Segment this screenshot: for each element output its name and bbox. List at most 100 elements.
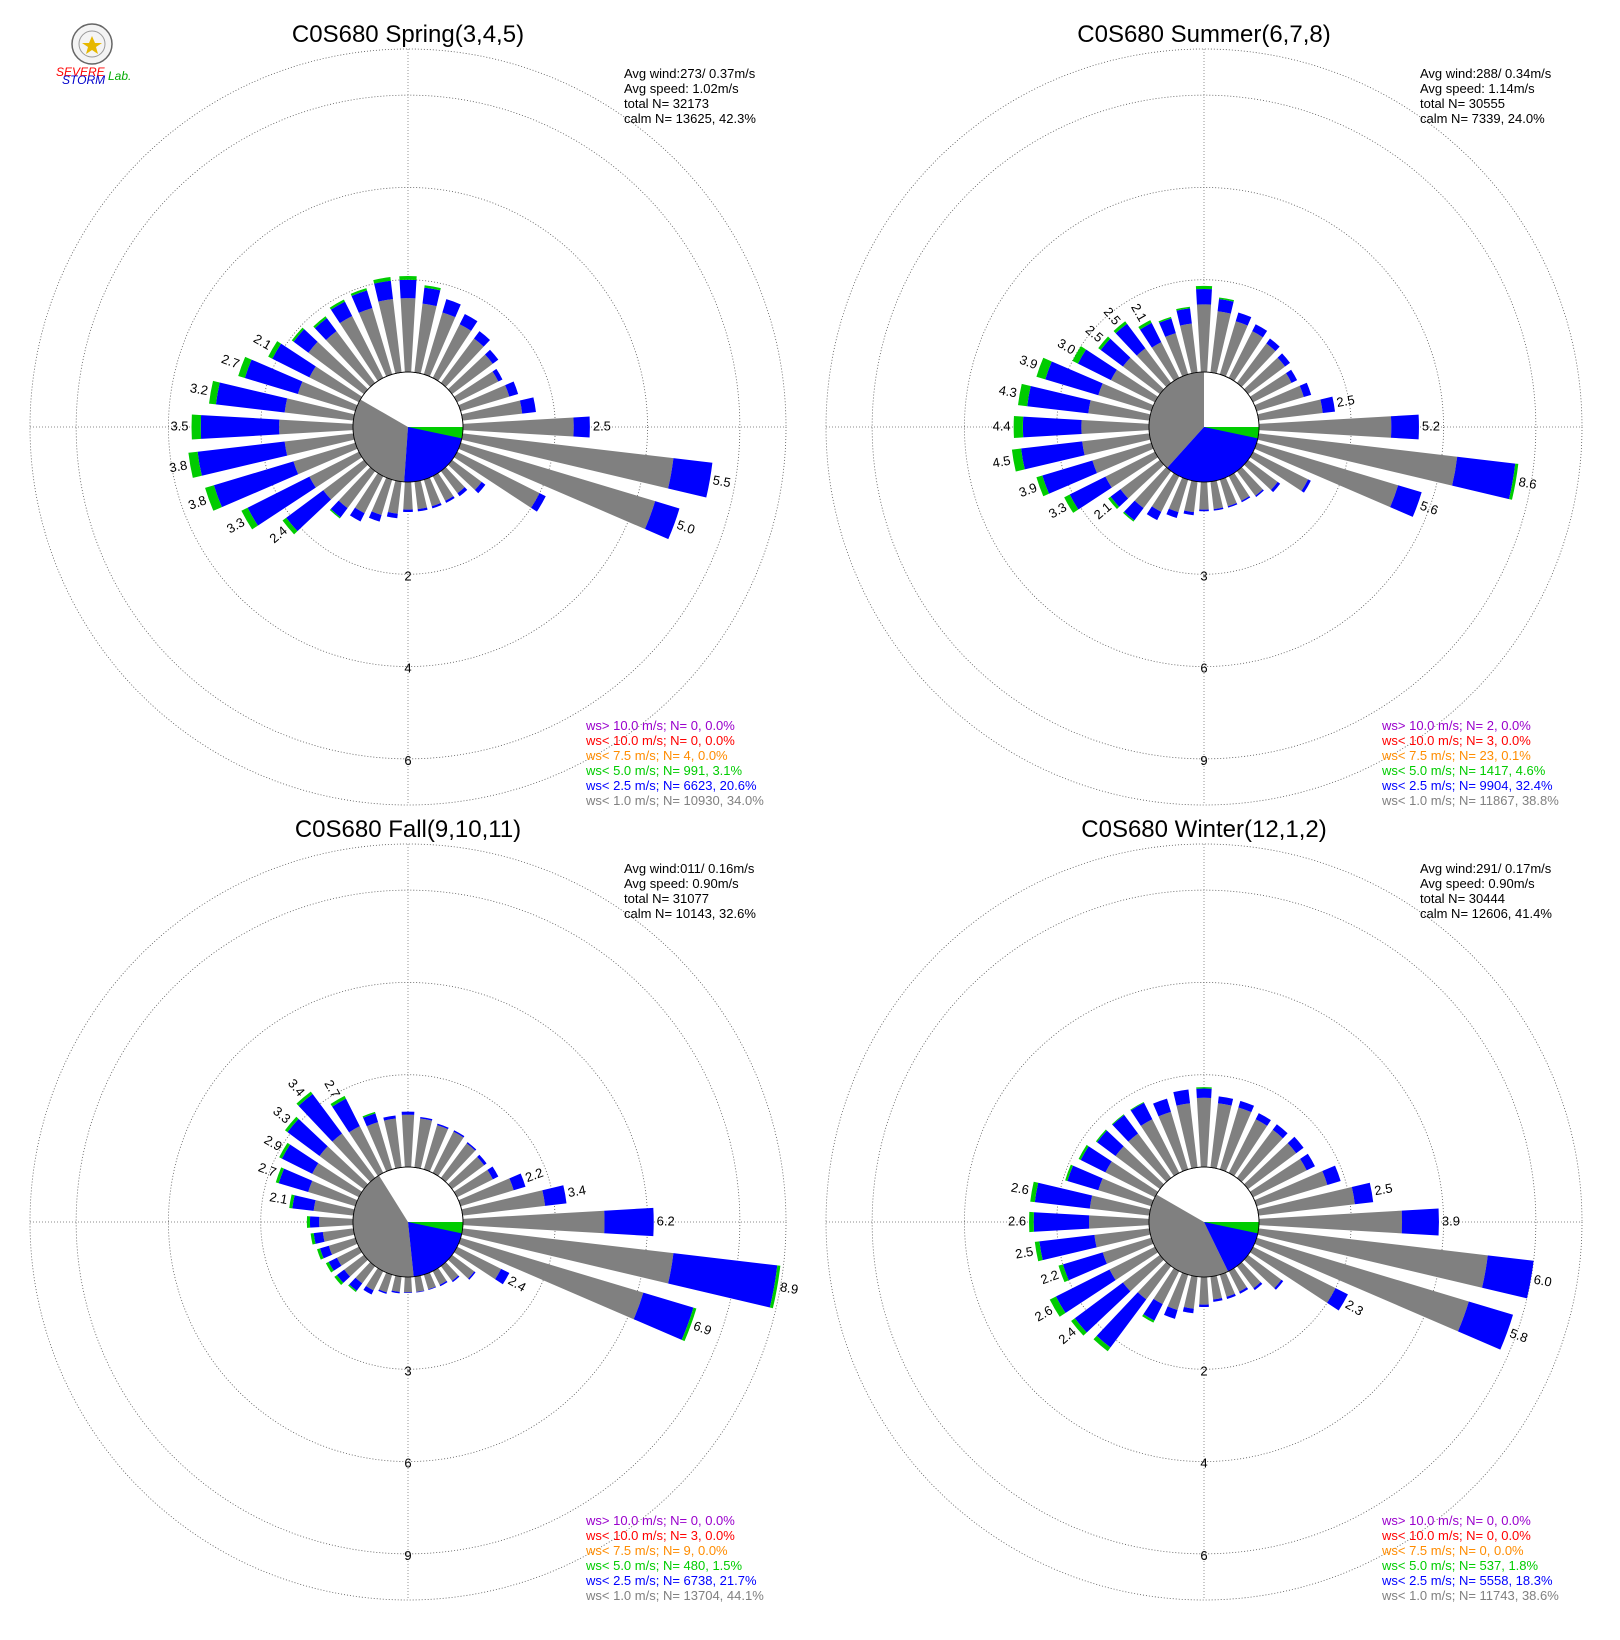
bar-segment-lt2-5 [1062, 1252, 1107, 1281]
bar-segment-lt2-5 [437, 1123, 449, 1130]
logo: SEVERE STORM Lab. [56, 23, 131, 87]
bar-segment-lt1 [1081, 419, 1150, 435]
bar-130 [448, 1254, 476, 1280]
bar-segment-lt1 [338, 467, 376, 509]
bar-label: 2.1 [268, 1189, 288, 1207]
bar-150 [1228, 1267, 1249, 1294]
stat-line: Avg speed: 1.02m/s [624, 81, 739, 96]
bar-300 [1078, 1144, 1159, 1198]
bar-segment-lt2-5 [1235, 312, 1252, 326]
ring-label: 4 [1200, 1456, 1207, 1471]
bar-segment-lt1 [1219, 1107, 1252, 1172]
bar-segment-lt1 [403, 1276, 413, 1293]
bar-segment-lt2-5 [309, 1216, 320, 1228]
legend-entry: ws> 10.0 m/s; N= 2, 0.0% [1381, 718, 1531, 733]
bar-110 [458, 442, 680, 540]
bar-segment-lt2-5 [633, 1292, 694, 1340]
bar-210 [1146, 472, 1180, 521]
bar-segment-lt1 [279, 419, 354, 435]
bar-20 [1219, 312, 1252, 377]
bar-segment-lt2-5 [505, 381, 519, 397]
bar-segment-lt2-5 [368, 511, 382, 522]
bar-180 [403, 481, 413, 512]
calm-sector-green [1204, 1222, 1259, 1234]
bar-segment-lt1 [458, 442, 656, 530]
bar-segment-lt5 [681, 1307, 697, 1342]
bar-segment-lt2-5 [399, 279, 417, 299]
bar-segment-lt2-5 [213, 461, 299, 508]
bar-40 [440, 331, 491, 387]
bar-segment-lt5 [284, 1116, 299, 1133]
calm-sector-green [408, 427, 463, 439]
bar-160 [423, 477, 442, 509]
stat-line: Avg wind:273/ 0.37m/s [624, 66, 756, 81]
bar-290 [1065, 1164, 1154, 1207]
ring-label: 6 [1200, 1548, 1207, 1563]
bar-segment-lt5 [330, 1095, 346, 1107]
bar-segment-lt2-5 [604, 1207, 654, 1237]
bar-80 [461, 397, 536, 421]
bar-segment-lt5 [191, 414, 202, 440]
bar-300 [279, 1142, 363, 1198]
grid-ring [871, 94, 1537, 760]
bar-segment-lt2-5 [495, 1268, 510, 1285]
bar-segment-lt2-5 [330, 500, 348, 518]
bar-segment-lt2-5 [1097, 1130, 1124, 1157]
bar-270 [1013, 416, 1150, 438]
bar-340 [1153, 1098, 1189, 1172]
bar-210 [363, 1267, 384, 1295]
ring-label: 2 [404, 568, 411, 583]
bar-150 [1228, 472, 1251, 503]
bar-segment-lt2-5 [1272, 1124, 1288, 1139]
bar-150 [432, 1267, 448, 1287]
bar-130 [1244, 1254, 1284, 1290]
bar-30 [432, 1130, 465, 1177]
bar-50 [1244, 1136, 1304, 1190]
bar-10 [1210, 297, 1234, 374]
bar-270 [1029, 1211, 1150, 1233]
bar-340 [1158, 316, 1189, 377]
bar-segment-lt1 [308, 341, 368, 395]
bar-segment-lt2-5 [1213, 507, 1224, 511]
bar-segment-lt2-5 [200, 415, 280, 439]
bar-segment-lt1 [448, 354, 493, 395]
bar-segment-lt1 [1249, 1246, 1336, 1303]
bar-segment-lt2-5 [215, 382, 288, 413]
bar-240 [241, 451, 363, 530]
bar-170 [414, 480, 428, 512]
bar-segment-lt1 [1115, 1146, 1164, 1190]
bar-segment-lt5 [238, 356, 252, 379]
bar-segment-lt5 [1013, 416, 1024, 438]
bar-segment-lt2-5 [1176, 308, 1192, 326]
bar-70 [458, 381, 519, 412]
bar-segment-lt2-5 [1183, 510, 1194, 516]
bar-segment-lt1 [332, 1133, 376, 1182]
bar-segment-lt2-5 [374, 280, 393, 302]
bar-segment-lt1 [384, 1118, 402, 1169]
bar-segment-lt1 [453, 371, 499, 403]
legend-entry: ws< 2.5 m/s; N= 6738, 21.7% [585, 1573, 757, 1588]
bar-label: 3.8 [168, 457, 188, 475]
bar-segment-lt5 [1071, 1318, 1087, 1336]
bar-segment-lt5 [209, 380, 220, 405]
bar-segment-lt1 [1180, 323, 1198, 374]
bar-segment-lt1 [336, 1246, 363, 1266]
bar-270 [191, 414, 354, 440]
bar-180 [403, 1276, 413, 1293]
bar-segment-lt2-5 [492, 368, 503, 382]
bar-segment-lt1 [355, 472, 384, 514]
bar-220 [1123, 467, 1172, 522]
bar-210 [1142, 1267, 1180, 1323]
bar-segment-lt2-5 [1182, 1306, 1194, 1314]
bar-segment-lt5 [1123, 511, 1135, 522]
bar-segment-lt1 [1228, 472, 1250, 501]
bar-segment-lt2-5 [416, 1290, 425, 1293]
bar-segment-lt1 [1196, 304, 1212, 373]
bar-label: 2.7 [256, 1160, 278, 1180]
bar-segment-lt1 [1082, 433, 1151, 456]
bar-segment-lt2-5 [1124, 500, 1144, 521]
bar-segment-lt2-5 [1034, 1182, 1093, 1209]
bar-segment-lt2-5 [428, 1286, 437, 1291]
bar-60 [1249, 369, 1298, 403]
bar-segment-lt1 [1158, 1111, 1189, 1172]
